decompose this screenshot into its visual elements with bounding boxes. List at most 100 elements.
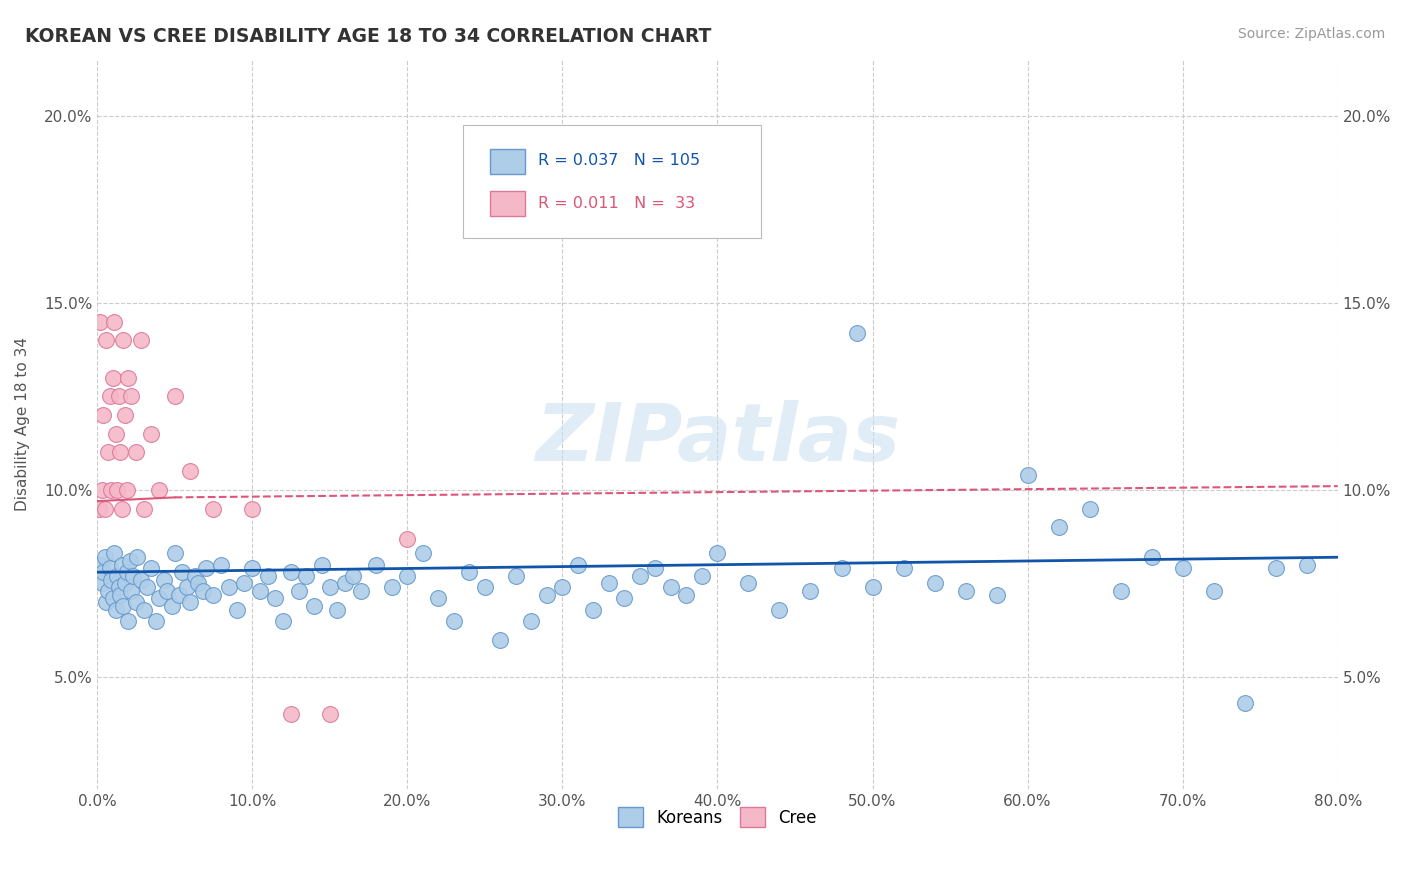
Point — [350, 583, 373, 598]
Point — [98, 561, 121, 575]
Point — [97, 583, 120, 598]
Point — [120, 583, 142, 598]
Point — [311, 558, 333, 572]
Point — [396, 569, 419, 583]
Point — [295, 569, 318, 583]
Point — [112, 599, 135, 613]
Point — [520, 614, 543, 628]
Point — [103, 547, 125, 561]
Point — [179, 464, 201, 478]
Point — [536, 588, 558, 602]
Point — [160, 599, 183, 613]
Point — [118, 554, 141, 568]
Point — [366, 558, 388, 572]
Point — [396, 532, 419, 546]
Point — [91, 408, 114, 422]
Point — [202, 501, 225, 516]
Point — [225, 602, 247, 616]
Point — [111, 558, 134, 572]
Point — [342, 569, 364, 583]
Point — [121, 569, 143, 583]
Point — [111, 501, 134, 516]
Point — [156, 583, 179, 598]
Point — [675, 588, 697, 602]
Point — [163, 547, 186, 561]
Point — [443, 614, 465, 628]
Point — [89, 314, 111, 328]
Point — [115, 565, 138, 579]
Point — [169, 588, 191, 602]
Point — [690, 569, 713, 583]
Point — [551, 580, 574, 594]
Point — [108, 580, 131, 594]
Point — [240, 501, 263, 516]
Point — [129, 573, 152, 587]
Point — [96, 333, 118, 347]
Point — [893, 561, 915, 575]
Point — [924, 576, 946, 591]
Point — [194, 561, 217, 575]
Point — [105, 569, 128, 583]
Y-axis label: Disability Age 18 to 34: Disability Age 18 to 34 — [15, 337, 30, 511]
Point — [302, 599, 325, 613]
Point — [1017, 467, 1039, 482]
Point — [233, 576, 256, 591]
Point — [145, 614, 167, 628]
Point — [335, 576, 357, 591]
Point — [132, 501, 155, 516]
Point — [489, 632, 512, 647]
Point — [1047, 520, 1070, 534]
Point — [706, 547, 728, 561]
Text: R = 0.011   N =  33: R = 0.011 N = 33 — [537, 196, 695, 211]
Point — [101, 591, 124, 606]
Point — [90, 483, 112, 497]
Point — [505, 569, 527, 583]
Text: KOREAN VS CREE DISABILITY AGE 18 TO 34 CORRELATION CHART: KOREAN VS CREE DISABILITY AGE 18 TO 34 C… — [25, 27, 711, 45]
Point — [986, 588, 1008, 602]
Point — [148, 483, 170, 497]
Point — [114, 408, 136, 422]
Point — [474, 580, 496, 594]
Point — [120, 389, 142, 403]
Point — [141, 426, 163, 441]
Point — [98, 389, 121, 403]
Point — [1078, 501, 1101, 516]
Point — [117, 614, 139, 628]
Point — [1109, 583, 1132, 598]
Point — [326, 602, 349, 616]
Point — [955, 583, 977, 598]
Point — [108, 389, 131, 403]
Point — [125, 445, 148, 459]
Point — [115, 483, 138, 497]
Bar — [491, 149, 526, 174]
Point — [110, 588, 132, 602]
Legend: Koreans, Cree: Koreans, Cree — [610, 798, 825, 836]
Point — [1202, 583, 1225, 598]
Point — [94, 501, 117, 516]
Point — [582, 602, 605, 616]
Point — [187, 576, 209, 591]
Point — [659, 580, 682, 594]
Point — [103, 314, 125, 328]
Point — [163, 389, 186, 403]
Point — [628, 569, 651, 583]
Point — [644, 561, 666, 575]
Point — [271, 614, 294, 628]
Point — [846, 326, 869, 340]
Point — [90, 576, 112, 591]
Point — [127, 550, 149, 565]
Point — [141, 561, 163, 575]
Point — [114, 576, 136, 591]
Point — [264, 591, 287, 606]
Point — [381, 580, 404, 594]
FancyBboxPatch shape — [463, 125, 761, 238]
Point — [132, 602, 155, 616]
Point — [1171, 561, 1194, 575]
Point — [280, 707, 302, 722]
Point — [209, 558, 232, 572]
Point — [287, 583, 309, 598]
Point — [1233, 696, 1256, 710]
Point — [458, 565, 481, 579]
Point — [125, 595, 148, 609]
Point — [91, 565, 114, 579]
